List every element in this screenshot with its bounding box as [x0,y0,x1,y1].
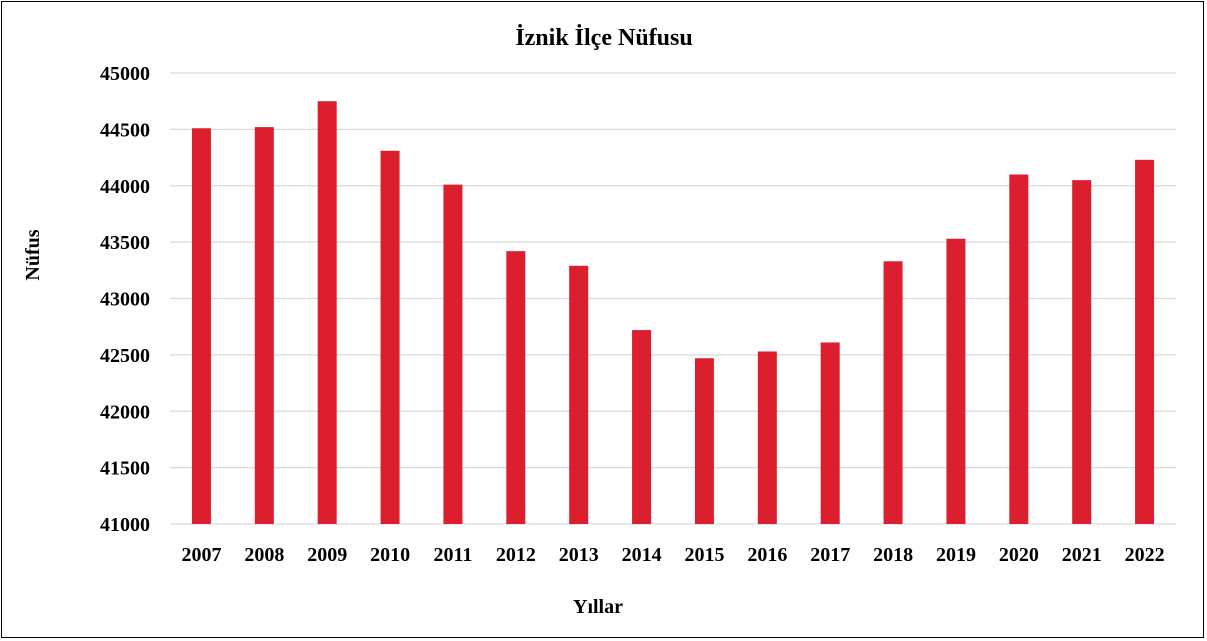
x-tick-label: 2012 [496,544,536,566]
y-tick-label: 41000 [100,514,150,536]
x-tick-label: 2011 [433,544,472,566]
bar-2011 [443,184,463,524]
bar-2019 [946,238,966,524]
x-tick-label: 2009 [307,544,347,566]
y-tick-label: 41500 [100,458,150,480]
x-tick-label: 2008 [244,544,284,566]
x-tick-label: 2013 [559,544,599,566]
x-tick-label: 2014 [622,544,662,566]
y-axis-label: Nüfus [22,229,44,280]
x-tick-label: 2015 [684,544,724,566]
x-tick-label: 2019 [936,544,976,566]
x-axis-label: Yıllar [573,596,623,618]
x-tick-label: 2017 [810,544,850,566]
x-tick-label: 2018 [873,544,913,566]
chart-title: İznik İlçe Nüfusu [515,25,692,51]
bar-2015 [694,358,714,524]
x-tick-label: 2010 [370,544,410,566]
y-tick-label: 44500 [100,119,150,141]
bar-2022 [1135,159,1155,524]
y-tick-label: 43500 [100,232,150,254]
bar-2012 [506,251,526,524]
x-axis-ticks: 2007 2008 2009 2010 2011 2012 2013 2014 2015 2016… [181,544,1164,566]
x-tick-label: 2022 [1125,544,1165,566]
bar-2020 [1009,174,1029,524]
bar-2017 [820,342,840,524]
bar-2018 [883,261,903,524]
y-tick-label: 44000 [100,176,150,198]
y-tick-label: 42500 [100,345,150,367]
bar-2007 [191,128,211,524]
y-tick-label: 42000 [100,401,150,423]
bar-2013 [569,265,589,524]
bar-2014 [632,330,652,524]
x-tick-label: 2007 [181,544,221,566]
x-tick-label: 2021 [1062,544,1102,566]
bar-2009 [317,101,337,524]
bar-2016 [757,351,777,524]
bar-2021 [1072,180,1092,525]
x-tick-label: 2016 [747,544,787,566]
bars [191,101,1155,525]
y-tick-label: 45000 [100,63,150,85]
y-tick-label: 43000 [100,289,150,311]
bar-2008 [254,127,274,525]
x-tick-label: 2020 [999,544,1039,566]
gridlines [170,72,1176,525]
y-axis-ticks: 41000 41500 42000 42500 43000 43500 44000 44500… [100,63,150,536]
bar-2010 [380,150,400,525]
